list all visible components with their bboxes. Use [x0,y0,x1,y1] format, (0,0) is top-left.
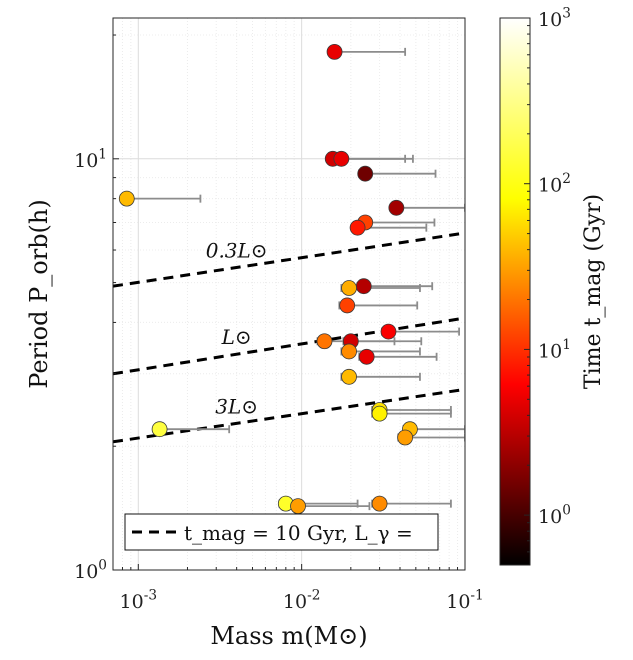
data-point [371,405,388,422]
data-point [341,280,357,296]
line-label: 0.3L⊙ [206,239,268,263]
plot-frame [112,17,466,571]
legend-box [124,513,439,551]
line-label: L⊙ [221,325,252,349]
data-point [316,333,333,350]
data-point [380,323,397,340]
data-point [371,495,388,512]
colorbar: 100 101 102 103 Time t_mag (Gyr) [499,5,606,566]
data-point [326,43,343,60]
legend-label: t_mag = 10 Gyr, L_γ = [184,521,413,545]
y-axis-title: Period P_orb(h) [25,199,53,388]
data-point [341,368,357,385]
y-tick-label: 101 [74,146,107,172]
colorbar-gradient [499,17,531,566]
data-point [358,348,375,365]
data-point [339,297,356,314]
data-point [397,429,414,446]
data-point [341,343,357,360]
x-axis-title: Mass m(M⊙) [210,622,367,650]
line-labels: 0.3L⊙ L⊙ 3L⊙ [206,239,268,419]
axes: 10-3 10-2 10-1 100 101 Mass m(M⊙) Period P_orb… [25,34,484,650]
colorbar-tick-label: 103 [538,5,571,31]
y-tick-label: 100 [74,557,107,583]
data-point [333,150,350,167]
x-tick-label: 10-3 [120,587,158,613]
data-points [118,43,418,515]
colorbar-tick-label: 102 [538,171,571,197]
plot-background [113,18,465,570]
colorbar-tick-label: 100 [538,503,571,529]
dashed-lines [113,231,465,444]
data-point [151,421,168,438]
data-point [355,278,372,295]
data-point [357,165,374,182]
x-tick-label: 10-2 [283,587,321,613]
dashed-line [113,316,465,376]
data-point [290,498,306,515]
dashed-line [113,231,465,288]
line-label: 3L⊙ [215,394,258,418]
colorbar-title: Time t_mag (Gyr) [581,194,606,389]
dashed-line [113,387,465,444]
data-point [349,219,366,236]
data-point [388,199,405,216]
x-tick-label: 10-1 [446,587,484,613]
colorbar-tick-label: 101 [538,337,571,363]
legend: t_mag = 10 Gyr, L_γ = [124,513,439,551]
data-point [118,190,135,207]
